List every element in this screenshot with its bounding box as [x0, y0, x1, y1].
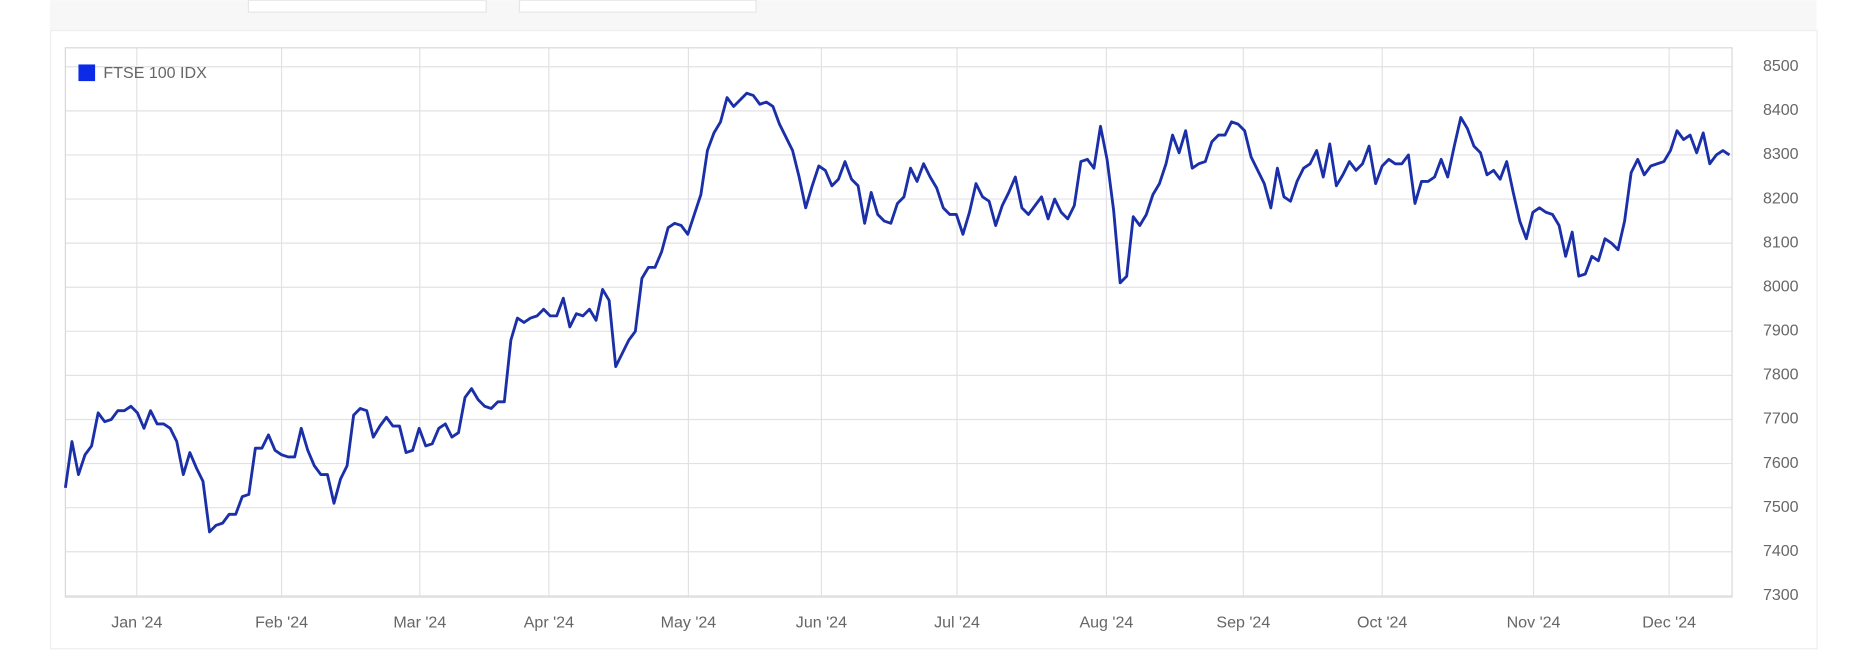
x-tick-label: Nov '24 [1507, 613, 1561, 631]
labels: 7300 7400 7500 7600 7700 7800 7900 8000 8100 8200… [78, 57, 1799, 631]
y-tick-label: 8400 [1763, 101, 1799, 119]
chart-card [49, 29, 1818, 650]
line-series [63, 91, 1731, 534]
y-tick-label: 7300 [1763, 586, 1799, 604]
x-tick-label: Aug '24 [1079, 613, 1133, 631]
y-tick-label: 7700 [1763, 410, 1799, 428]
y-tick-label: 7400 [1763, 542, 1799, 560]
x-tick-label: Feb '24 [255, 613, 308, 631]
legend-label: FTSE 100 IDX [103, 64, 207, 82]
y-tick-label: 8000 [1763, 277, 1799, 295]
x-tick-label: Jun '24 [796, 613, 847, 631]
grid [65, 47, 1733, 598]
y-tick-label: 7600 [1763, 454, 1799, 472]
x-tick-label: Apr '24 [524, 613, 574, 631]
x-tick-label: Jan '24 [111, 613, 162, 631]
x-tick-label: Mar '24 [393, 613, 446, 631]
y-tick-label: 7500 [1763, 498, 1799, 516]
x-tick-label: Oct '24 [1357, 613, 1407, 631]
x-tick-label: Dec '24 [1642, 613, 1696, 631]
x-tick-label: Jul '24 [934, 613, 980, 631]
marks [63, 91, 1731, 534]
legend-swatch [78, 64, 96, 82]
y-tick-label: 7900 [1763, 322, 1799, 340]
y-tick-label: 8500 [1763, 57, 1799, 75]
y-tick-label: 7800 [1763, 366, 1799, 384]
toolbar-input[interactable] [247, 0, 487, 13]
y-tick-label: 8200 [1763, 189, 1799, 207]
y-tick-label: 8100 [1763, 233, 1799, 251]
y-tick-label: 8300 [1763, 145, 1799, 163]
x-tick-label: May '24 [661, 613, 717, 631]
plot-frame [64, 47, 1733, 598]
toolbar-input[interactable] [518, 0, 757, 13]
x-tick-label: Sep '24 [1216, 613, 1270, 631]
